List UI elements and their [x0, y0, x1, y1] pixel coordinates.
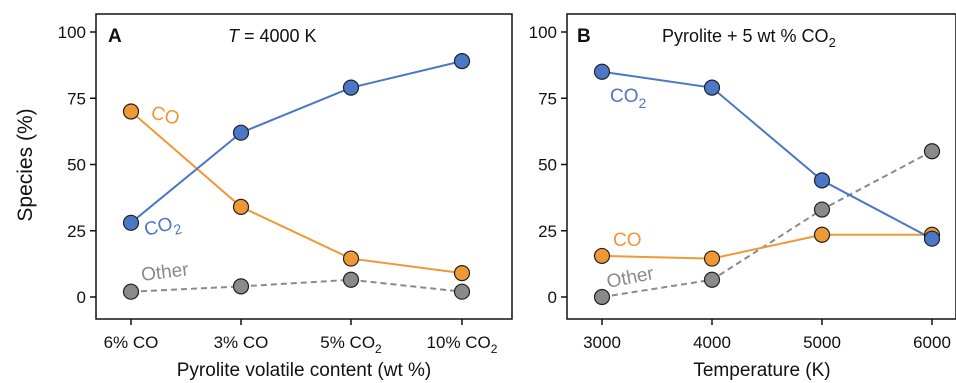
panel-b-y-tick-label: 75 [538, 89, 557, 108]
panel-a: 0 25 50 75 100 6% CO 3% CO 5% CO2 10% CO2 Other CO… [58, 13, 513, 381]
panel-b-y-tick-label: 100 [529, 23, 557, 42]
panel-a-co2-point [232, 124, 250, 141]
panel-b-plot: 0 25 50 75 100 3000 4000 5000 6000 Other CO CO2 [529, 23, 951, 352]
panel-a-other-point [122, 283, 140, 300]
panel-a-co-point [122, 103, 140, 120]
panel-b-co2-point [703, 79, 721, 96]
panel-b-x-tick-label: 4000 [693, 333, 731, 352]
panel-b-co2-point [813, 172, 831, 189]
panel-b-other-series-label: Other [605, 263, 656, 293]
panel-a-x-axis-label: Pyrolite volatile content (wt %) [177, 360, 432, 381]
panel-b-y-tick-label: 0 [548, 288, 557, 307]
panel-a-co2-point [453, 53, 471, 70]
panel-b-x-tick-label: 6000 [913, 333, 951, 352]
panel-b-co-point [703, 250, 721, 267]
panel-b-co-series-label: CO [613, 230, 642, 251]
panel-a-title: T = 4000 K [228, 26, 317, 46]
panel-b-co2-series-label: CO2 [610, 86, 647, 111]
panel-b-title-main: Pyrolite + 5 wt % CO [662, 26, 829, 46]
y-axis-label: Species (%) [14, 108, 37, 221]
panel-a-y-tick-label: 50 [67, 156, 86, 175]
panel-a-other-point [453, 283, 471, 300]
panel-a-title-rest: = 4000 K [239, 26, 317, 46]
panel-a-other-point [342, 271, 360, 288]
panel-b-x-axis-label: Temperature (K) [693, 360, 830, 381]
panel-b-co-point [813, 226, 831, 243]
panel-a-y-tick-label: 25 [67, 222, 86, 241]
panel-a-y-tick-label: 75 [67, 89, 86, 108]
panel-b-co-series-line [601, 233, 932, 260]
panel-b-frame [566, 13, 956, 320]
panel-a-x-tick-label: 5% CO2 [320, 333, 382, 356]
panel-b-co2-series-line [601, 70, 933, 240]
panel-a-x-tick-label: 6% CO [104, 333, 159, 352]
panel-a-co-point [232, 198, 250, 215]
panel-a-co-point [453, 265, 471, 282]
panel-a-co2-series-line [130, 60, 463, 224]
panel-a-title-variable: T [228, 26, 241, 46]
panel-a-y-tick-label: 0 [77, 288, 86, 307]
panel-b-other-point [593, 288, 611, 306]
panel-b-other-point [813, 201, 831, 218]
panel-b-other-point [923, 143, 941, 160]
panel-b-co2-point [923, 230, 941, 247]
panel-b-x-tick-label: 5000 [803, 333, 841, 352]
panel-b-y-tick-label: 50 [538, 156, 557, 175]
panel-a-co-series-line [130, 110, 463, 275]
panel-a-x-tick-label: 10% CO2 [427, 333, 498, 356]
panel-a-co2-series-label: CO2 [142, 212, 183, 245]
panel-a-letter: A [108, 26, 122, 47]
panel-b-other-point [703, 271, 721, 288]
panel-a-x-tick-label: 3% CO [214, 333, 269, 352]
panel-a-other-series-label: Other [140, 259, 190, 286]
panel-b-other-series-line [601, 150, 933, 298]
panel-b-x-tick-label: 3000 [583, 333, 621, 352]
panel-a-co-series-label: CO [149, 102, 182, 129]
panel-a-other-point [232, 278, 250, 295]
panel-a-y-tick-label: 100 [58, 23, 86, 42]
panel-a-frame [95, 13, 513, 320]
panel-b-y-tick-label: 25 [538, 222, 557, 241]
panel-b-letter: B [577, 26, 591, 47]
panel-b-title: Pyrolite + 5 wt % CO2 [662, 26, 836, 50]
panel-a-plot: 0 25 50 75 100 6% CO 3% CO 5% CO2 10% CO2 Other CO… [58, 23, 498, 356]
panel-a-co2-point [342, 79, 360, 96]
panel-b-title-sub: 2 [829, 35, 836, 50]
panel-a-co-point [342, 250, 360, 267]
panel-a-other-series-line [130, 278, 463, 293]
panel-a-co2-point [122, 214, 140, 231]
panel-b-co-point [593, 247, 611, 265]
panel-b-co2-point [593, 63, 611, 80]
panel-b: 0 25 50 75 100 3000 4000 5000 6000 Other CO CO2 B P… [529, 13, 956, 381]
